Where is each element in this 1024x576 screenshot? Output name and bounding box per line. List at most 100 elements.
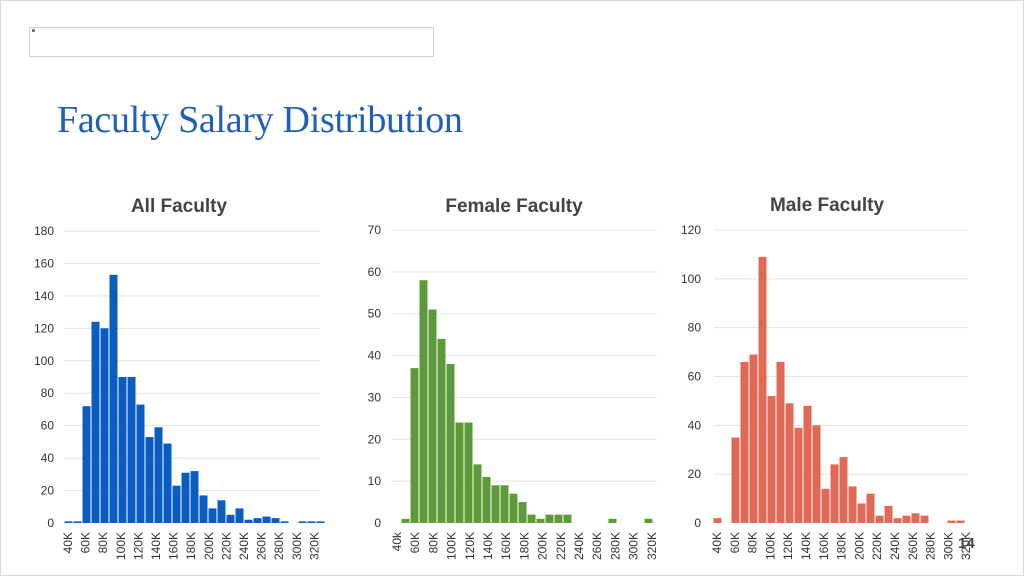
bar — [410, 368, 419, 523]
bar — [536, 518, 545, 523]
bar — [911, 513, 920, 523]
bar — [437, 338, 446, 523]
bar — [794, 427, 803, 523]
bar — [464, 422, 473, 523]
bar — [956, 520, 965, 523]
y-tick-label: 40 — [688, 418, 702, 432]
y-tick-label: 180 — [34, 224, 54, 238]
bar — [491, 485, 500, 523]
x-tick-label: 300K — [290, 532, 304, 560]
bar — [455, 422, 464, 523]
bar — [785, 403, 794, 523]
y-tick-label: 140 — [34, 289, 54, 303]
x-tick-label: 120K — [781, 532, 795, 560]
x-tick-label: 280K — [924, 532, 938, 560]
x-tick-label: 220K — [870, 532, 884, 560]
x-tick-label: 180K — [517, 532, 531, 560]
bar — [109, 274, 118, 523]
bar — [208, 508, 217, 523]
bar — [713, 518, 722, 523]
bar — [866, 493, 875, 523]
x-tick-label: 40K — [710, 532, 724, 553]
bar — [428, 309, 437, 523]
y-tick-label: 10 — [368, 474, 382, 488]
bar — [731, 437, 740, 523]
bar — [271, 518, 280, 523]
y-tick-label: 20 — [41, 484, 55, 498]
bar — [644, 518, 653, 523]
x-tick-label: 80K — [746, 532, 760, 553]
x-tick-label: 140K — [481, 532, 495, 560]
bar — [857, 503, 866, 523]
x-tick-label: 200K — [852, 532, 866, 560]
x-tick-label: 260K — [590, 532, 604, 560]
bar — [73, 521, 82, 523]
bar — [527, 514, 536, 523]
bar — [473, 464, 482, 523]
x-tick-label: 180K — [835, 532, 849, 560]
x-tick-label: 320K — [959, 532, 973, 560]
bar — [64, 521, 73, 523]
y-tick-label: 30 — [368, 390, 382, 404]
x-tick-label: 280K — [608, 532, 622, 560]
x-tick-label: 100K — [763, 532, 777, 560]
y-tick-label: 120 — [34, 321, 54, 335]
bar — [163, 443, 172, 523]
bar — [235, 508, 244, 523]
x-tick-label: 140K — [799, 532, 813, 560]
bar — [554, 514, 563, 523]
y-tick-label: 120 — [681, 223, 701, 237]
bar — [154, 427, 163, 523]
x-tick-label: 220K — [554, 532, 568, 560]
bar — [91, 321, 100, 523]
x-tick-label: 260K — [255, 532, 269, 560]
bar — [848, 486, 857, 523]
bar — [262, 516, 271, 523]
bar — [563, 514, 572, 523]
y-tick-label: 0 — [374, 516, 381, 530]
chart-2: Male Faculty 0 20 40 60 80 100 120 40K 60K 80K 100K… — [681, 195, 973, 560]
y-tick-label: 40 — [41, 451, 55, 465]
y-tick-label: 40 — [368, 349, 382, 363]
x-tick-label: 80K — [426, 532, 440, 553]
bar — [803, 405, 812, 523]
x-tick-label: 60K — [408, 532, 422, 553]
bar — [776, 361, 785, 523]
y-tick-label: 160 — [34, 256, 54, 270]
x-tick-label: 60K — [728, 532, 742, 553]
chart-0: All Faculty 0 20 40 60 80 100 120 140 160 180 40K 60… — [34, 196, 325, 560]
x-tick-label: 200K — [202, 532, 216, 560]
bar — [199, 495, 208, 523]
x-tick-label: 240K — [888, 532, 902, 560]
page-number: 14 — [958, 535, 975, 552]
bar — [253, 518, 262, 523]
slide-title: Faculty Salary Distribution — [57, 99, 463, 141]
y-tick-label: 60 — [688, 370, 702, 384]
x-tick-label: 300K — [627, 532, 641, 560]
x-tick-label: 320K — [645, 532, 659, 560]
bar — [518, 502, 527, 523]
bar — [884, 505, 893, 523]
y-tick-label: 60 — [41, 419, 55, 433]
y-tick-label: 80 — [688, 321, 702, 335]
chart-title: All Faculty — [131, 196, 228, 217]
bar — [830, 464, 839, 523]
bar — [446, 363, 455, 523]
x-tick-label: 240K — [572, 532, 586, 560]
bar — [500, 485, 509, 523]
y-tick-label: 20 — [368, 432, 382, 446]
chart-title: Female Faculty — [445, 196, 583, 217]
bar — [920, 515, 929, 523]
bar — [244, 519, 253, 523]
y-tick-label: 100 — [681, 272, 701, 286]
bar — [608, 518, 617, 523]
x-tick-label: 60K — [79, 532, 93, 553]
x-tick-label: 80K — [96, 532, 110, 553]
bar — [316, 521, 325, 523]
x-tick-label: 260K — [906, 532, 920, 560]
x-tick-label: 40k — [390, 531, 404, 551]
header-placeholder-box — [29, 27, 434, 57]
bar — [127, 377, 136, 523]
bar — [145, 437, 154, 523]
y-tick-label: 0 — [694, 516, 701, 530]
